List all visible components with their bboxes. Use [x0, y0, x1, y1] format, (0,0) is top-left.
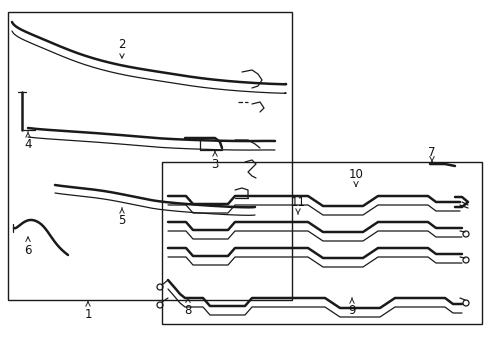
Text: 9: 9 [348, 298, 356, 316]
Text: 10: 10 [348, 167, 364, 186]
Text: 11: 11 [291, 195, 305, 214]
Text: 6: 6 [24, 237, 32, 256]
Text: 1: 1 [84, 302, 92, 320]
Text: 7: 7 [428, 145, 436, 161]
Text: 5: 5 [118, 208, 126, 226]
Text: 2: 2 [118, 37, 126, 58]
Text: 8: 8 [184, 298, 192, 316]
Text: 4: 4 [24, 132, 32, 150]
Text: 3: 3 [211, 152, 219, 171]
